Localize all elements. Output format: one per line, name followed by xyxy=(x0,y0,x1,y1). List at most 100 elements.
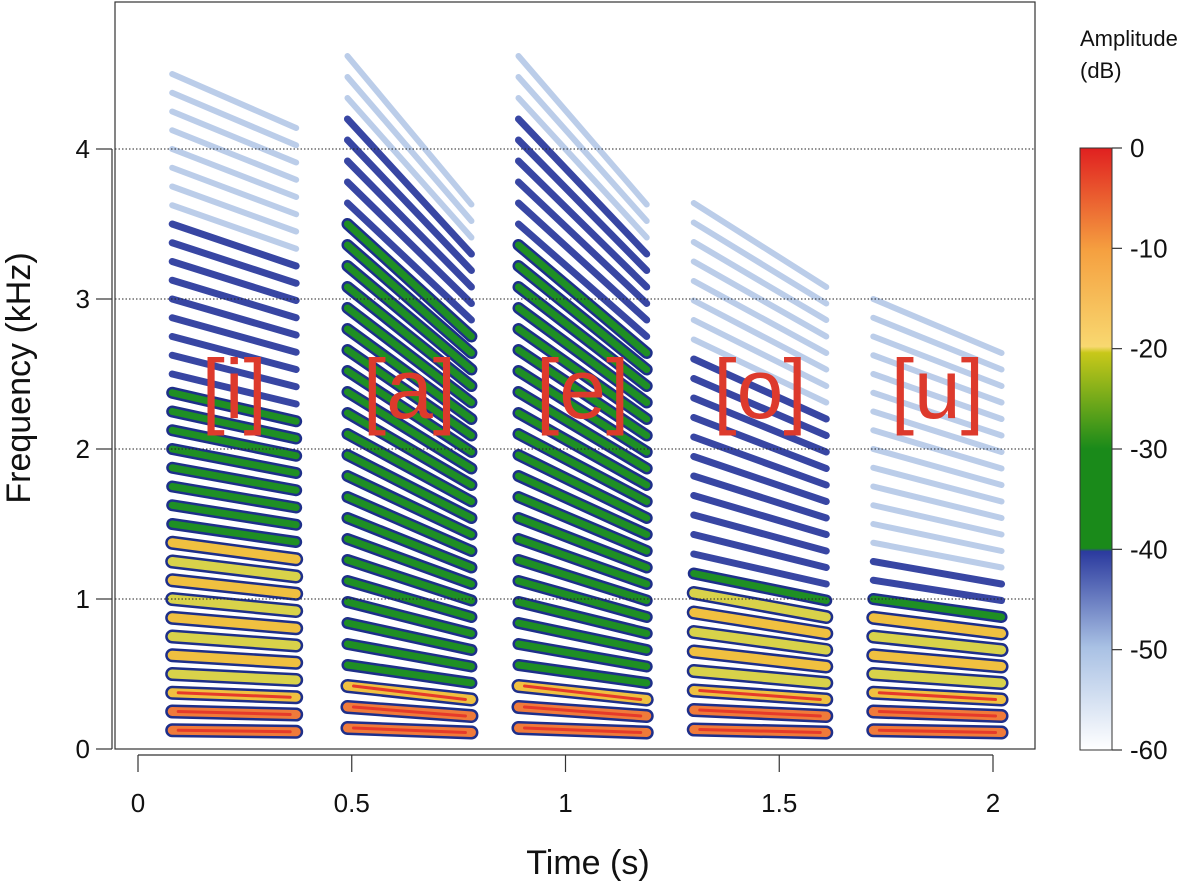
harmonic-band xyxy=(690,472,830,522)
harmonic-band xyxy=(870,427,1005,472)
harmonic-peak xyxy=(877,710,998,718)
harmonic-band xyxy=(343,136,475,274)
harmonic-band xyxy=(690,433,830,489)
harmonic-band xyxy=(870,464,1005,505)
harmonic-band xyxy=(690,453,830,505)
harmonic-band xyxy=(514,619,651,654)
gridlines xyxy=(115,148,1035,600)
x-axis: 0 0.5 1 1.5 2 xyxy=(131,754,1000,818)
harmonic-band xyxy=(167,557,301,581)
harmonic-peak xyxy=(877,728,998,734)
harmonic-band xyxy=(343,619,475,654)
harmonic-band xyxy=(343,640,475,670)
harmonic-band xyxy=(514,136,651,274)
harmonic-band xyxy=(169,71,300,131)
vowel-label: [i] xyxy=(202,342,267,436)
x-tick-label: 1 xyxy=(558,788,572,818)
harmonic-peak xyxy=(522,684,643,701)
harmonic-band xyxy=(168,351,300,391)
harmonic-band xyxy=(870,408,1005,455)
harmonic-band xyxy=(168,220,300,270)
y-tick-label: 3 xyxy=(76,284,90,314)
colorbar-tick-label: -10 xyxy=(1130,233,1168,263)
harmonic-band xyxy=(869,595,1006,621)
harmonic-band xyxy=(514,220,651,340)
harmonic-band xyxy=(690,317,830,389)
harmonic-band xyxy=(690,511,830,555)
y-tick-label: 1 xyxy=(76,584,90,614)
harmonic-band xyxy=(869,558,1006,588)
colorbar-title-line2: (dB) xyxy=(1080,58,1122,83)
vowel-block xyxy=(686,200,834,740)
harmonic-band xyxy=(343,346,475,439)
y-tick-label: 2 xyxy=(76,434,90,464)
harmonic-band xyxy=(343,451,475,522)
vowel-block xyxy=(165,71,304,739)
harmonic-band xyxy=(869,576,1006,604)
harmonic-band xyxy=(168,314,300,356)
harmonic-band xyxy=(343,283,475,390)
harmonic-peak xyxy=(698,728,822,734)
harmonic-peak xyxy=(522,705,643,718)
harmonic-band xyxy=(690,297,830,373)
harmonic-band xyxy=(514,325,651,423)
harmonic-band xyxy=(689,666,831,688)
harmonic-band xyxy=(168,426,300,460)
harmonic-band xyxy=(690,239,830,323)
vowel-label-layer: [i] [a] [e] [o] [u] xyxy=(202,342,985,436)
y-tick-label: 4 xyxy=(76,134,90,164)
harmonic-band xyxy=(870,352,1005,406)
harmonic-band xyxy=(343,388,475,472)
harmonic-band xyxy=(514,199,651,324)
harmonic-peak xyxy=(698,689,822,701)
harmonic-band xyxy=(514,598,651,637)
harmonic-band xyxy=(168,333,300,373)
harmonic-band xyxy=(343,262,475,373)
harmonic-band xyxy=(868,613,1007,638)
harmonic-band xyxy=(167,650,301,668)
harmonic-band xyxy=(514,472,651,538)
y-axis: 0 1 2 3 4 xyxy=(76,134,113,764)
harmonic-band xyxy=(690,550,830,588)
harmonic-band xyxy=(168,239,300,287)
harmonic-band xyxy=(870,502,1005,538)
y-tick-label: 0 xyxy=(76,734,90,764)
x-tick-label: 0 xyxy=(131,788,145,818)
colorbar-tick-label: -20 xyxy=(1130,334,1168,364)
harmonic-band xyxy=(515,74,650,224)
harmonic-band xyxy=(514,367,651,456)
colorbar-tick-label: -30 xyxy=(1130,434,1168,464)
harmonic-band xyxy=(514,535,651,588)
colorbar-gradient xyxy=(1079,147,1113,751)
harmonic-band xyxy=(515,53,650,208)
colorbar-title-line1: Amplitude xyxy=(1080,26,1178,51)
harmonic-band xyxy=(169,108,300,166)
harmonic-band xyxy=(169,146,300,200)
harmonic-band xyxy=(689,608,831,638)
harmonic-band xyxy=(343,115,475,258)
harmonic-band xyxy=(870,371,1005,422)
harmonic-band xyxy=(515,95,650,241)
harmonic-band xyxy=(343,556,475,604)
vowel-block xyxy=(511,53,654,740)
harmonic-band xyxy=(514,346,651,439)
harmonic-band xyxy=(343,535,475,588)
y-axis-title: Frequency (kHz) xyxy=(0,252,38,503)
harmonic-band xyxy=(868,669,1007,688)
harmonic-band xyxy=(167,538,301,564)
harmonic-band xyxy=(514,388,651,472)
harmonic-peak xyxy=(351,726,467,734)
x-axis-title: Time (s) xyxy=(526,844,649,882)
colorbar-tick-label: -50 xyxy=(1130,635,1168,665)
harmonic-band xyxy=(870,333,1005,389)
harmonic-band xyxy=(168,483,300,511)
harmonic-band xyxy=(168,501,300,529)
harmonic-peak xyxy=(351,705,467,718)
harmonic-band xyxy=(343,157,475,291)
harmonic-band xyxy=(514,451,651,522)
harmonic-band xyxy=(169,202,300,252)
harmonic-band xyxy=(168,370,300,408)
colorbar-ticks: 0 -10 -20 -30 -40 -50 -60 xyxy=(1112,133,1168,765)
harmonic-band xyxy=(168,464,300,494)
